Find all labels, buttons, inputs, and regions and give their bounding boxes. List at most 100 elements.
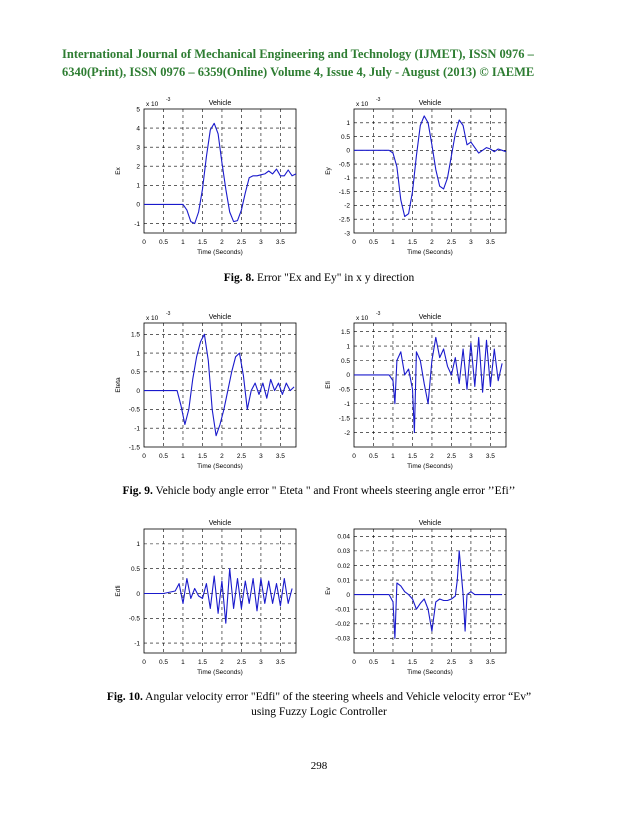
y-tick-label: -0.5 <box>129 407 141 414</box>
fig8-label: Fig. 8. <box>223 272 255 284</box>
y-tick-label: -1 <box>134 426 140 433</box>
y-axis-label: Ex <box>115 166 122 174</box>
y-tick-label: -2.5 <box>339 217 351 224</box>
chart-title: Vehicle <box>419 314 442 321</box>
fig9-label: Fig. 9. <box>122 485 153 497</box>
fig10-caption: Fig. 10. Angular velocity error "Edfi" o… <box>94 690 544 720</box>
y-tick-label: 0 <box>136 591 140 598</box>
x-tick-label: 2 <box>220 453 224 460</box>
chart-title: Vehicle <box>419 520 442 527</box>
ev-series-line <box>354 550 503 639</box>
x-tick-label: 3 <box>259 453 263 460</box>
y-tick-label: 1.5 <box>341 329 350 336</box>
x-tick-label: 2.5 <box>447 239 456 246</box>
y-tick-label: 0.01 <box>337 577 350 584</box>
x-tick-label: 1 <box>391 453 395 460</box>
axis-multiplier-exponent: -3 <box>166 97 171 103</box>
x-tick-label: 3 <box>469 453 473 460</box>
journal-header-line-2: 6340(Print), ISSN 0976 – 6359(Online) Vo… <box>62 65 535 79</box>
x-tick-label: 0 <box>352 453 356 460</box>
axis-multiplier-exponent: -3 <box>376 311 381 317</box>
x-tick-label: 2 <box>430 659 434 666</box>
x-tick-label: 0.5 <box>369 659 378 666</box>
chart-title: Vehicle <box>209 314 232 321</box>
y-tick-label: 0 <box>136 202 140 209</box>
y-tick-label: 2 <box>136 164 140 171</box>
journal-header-line-1: International Journal of Mechanical Engi… <box>62 47 534 61</box>
chart-title: Vehicle <box>209 100 232 107</box>
y-tick-label: 1.5 <box>131 332 140 339</box>
y-tick-label: -0.5 <box>129 616 141 623</box>
y-tick-label: -1.5 <box>129 444 141 451</box>
y-tick-label: -1 <box>344 175 350 182</box>
y-tick-label: 1 <box>346 343 350 350</box>
x-tick-label: 2.5 <box>237 659 246 666</box>
chart-ey: 0 0.5 1 1.5 2 2.5 3 3.5 -3 -2.5 -2 -1.5 -1 -0.5 0 0.5 1 V… <box>325 97 507 256</box>
y-tick-label: 0 <box>346 148 350 155</box>
x-tick-label: 2 <box>220 239 224 246</box>
x-tick-label: 0.5 <box>159 453 168 460</box>
chart-ex: 0 0.5 1 1.5 2 2.5 3 3.5 -1 0 1 2 3 4 5 Vehicle x 10 -3 Tim… <box>115 97 297 256</box>
x-tick-label: 2.5 <box>447 453 456 460</box>
y-tick-label: 1 <box>136 541 140 548</box>
x-tick-label: 2 <box>430 453 434 460</box>
y-tick-label: -0.01 <box>335 607 350 614</box>
chart-edfi: 0 0.5 1 1.5 2 2.5 3 3.5 -1 -0.5 0 0.5 1 Vehicle Time (… <box>115 520 297 676</box>
x-tick-label: 1 <box>391 239 395 246</box>
y-tick-label: -2 <box>344 430 350 437</box>
plot-frame <box>353 528 507 654</box>
y-tick-label: 1 <box>136 183 140 190</box>
y-tick-label: -1.5 <box>339 415 351 422</box>
axis-multiplier: x 10 <box>356 101 369 108</box>
y-tick-label: 0.02 <box>337 563 350 570</box>
x-axis-label: Time (Seconds) <box>197 463 243 470</box>
chart-title: Vehicle <box>209 520 232 527</box>
ey-series-line <box>354 115 507 218</box>
x-tick-label: 0 <box>142 239 146 246</box>
journal-header: International Journal of Mechanical Engi… <box>62 45 582 81</box>
fig9-caption: Fig. 9. Vehicle body angle error " Eteta… <box>0 484 638 499</box>
y-tick-label: -3 <box>344 230 350 237</box>
x-tick-label: 1 <box>391 659 395 666</box>
fig8-text: Error "Ex and Ey" in x y direction <box>254 272 415 284</box>
fig8-caption: Fig. 8. Error "Ex and Ey" in x y directi… <box>0 271 638 286</box>
x-tick-label: 0 <box>352 239 356 246</box>
x-tick-label: 1 <box>181 239 185 246</box>
x-tick-label: 2.5 <box>447 659 456 666</box>
x-tick-label: 0 <box>142 453 146 460</box>
fig10-text: Angular velocity error "Edfi" of the ste… <box>142 691 532 718</box>
y-tick-label: -1 <box>344 401 350 408</box>
chart-efi: 0 0.5 1 1.5 2 2.5 3 3.5 -2 -1.5 -1 -0.5 0 0.5 1 1.5 Vehi… <box>325 311 507 470</box>
x-tick-label: 3 <box>259 659 263 666</box>
x-tick-label: 0.5 <box>159 659 168 666</box>
y-tick-label: 1 <box>136 350 140 357</box>
x-axis-label: Time (Seconds) <box>407 463 453 470</box>
y-tick-label: -0.03 <box>335 636 350 643</box>
plot-frame <box>143 528 297 654</box>
y-tick-label: 0.5 <box>131 566 140 573</box>
axis-multiplier: x 10 <box>146 101 159 108</box>
plot-frame <box>353 108 507 234</box>
y-tick-label: 0.5 <box>341 134 350 141</box>
axis-multiplier-exponent: -3 <box>376 97 381 103</box>
y-tick-label: 0.03 <box>337 548 350 555</box>
y-tick-label: 0.5 <box>341 358 350 365</box>
y-tick-label: 0 <box>136 388 140 395</box>
edfi-series-line <box>144 568 293 624</box>
x-axis-label: Time (Seconds) <box>197 669 243 676</box>
plot-frame <box>143 322 297 448</box>
x-tick-label: 1 <box>181 659 185 666</box>
x-axis-label: Time (Seconds) <box>407 669 453 676</box>
page-number: 298 <box>310 760 328 772</box>
fig9-text: Vehicle body angle error " Eteta " and F… <box>152 485 516 497</box>
eteta-series-line <box>144 333 295 437</box>
x-tick-label: 0 <box>352 659 356 666</box>
x-tick-label: 2 <box>430 239 434 246</box>
y-tick-label: -1.5 <box>339 189 351 196</box>
x-tick-label: 0.5 <box>159 239 168 246</box>
axis-multiplier: x 10 <box>356 315 369 322</box>
x-tick-label: 1.5 <box>198 453 207 460</box>
y-tick-label: -1 <box>134 221 140 228</box>
axis-multiplier: x 10 <box>146 315 159 322</box>
y-axis-label: Ey <box>325 166 332 174</box>
